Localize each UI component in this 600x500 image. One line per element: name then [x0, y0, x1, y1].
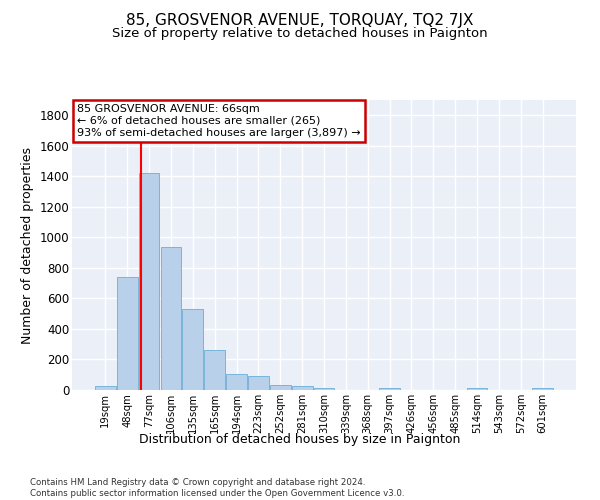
Bar: [314, 388, 334, 390]
Bar: [182, 309, 203, 390]
Bar: [379, 388, 400, 390]
Y-axis label: Number of detached properties: Number of detached properties: [21, 146, 34, 344]
Text: 85 GROSVENOR AVENUE: 66sqm
← 6% of detached houses are smaller (265)
93% of semi: 85 GROSVENOR AVENUE: 66sqm ← 6% of detac…: [77, 104, 361, 138]
Bar: [117, 277, 137, 390]
Text: Size of property relative to detached houses in Paignton: Size of property relative to detached ho…: [112, 28, 488, 40]
Bar: [248, 376, 269, 390]
Bar: [95, 386, 116, 390]
Bar: [204, 350, 225, 390]
Bar: [532, 388, 553, 390]
Text: Distribution of detached houses by size in Paignton: Distribution of detached houses by size …: [139, 432, 461, 446]
Bar: [467, 388, 487, 390]
Text: 85, GROSVENOR AVENUE, TORQUAY, TQ2 7JX: 85, GROSVENOR AVENUE, TORQUAY, TQ2 7JX: [126, 12, 474, 28]
Bar: [161, 246, 181, 390]
Bar: [292, 386, 313, 390]
Bar: [139, 174, 160, 390]
Bar: [270, 384, 290, 390]
Text: Contains HM Land Registry data © Crown copyright and database right 2024.
Contai: Contains HM Land Registry data © Crown c…: [30, 478, 404, 498]
Bar: [226, 374, 247, 390]
